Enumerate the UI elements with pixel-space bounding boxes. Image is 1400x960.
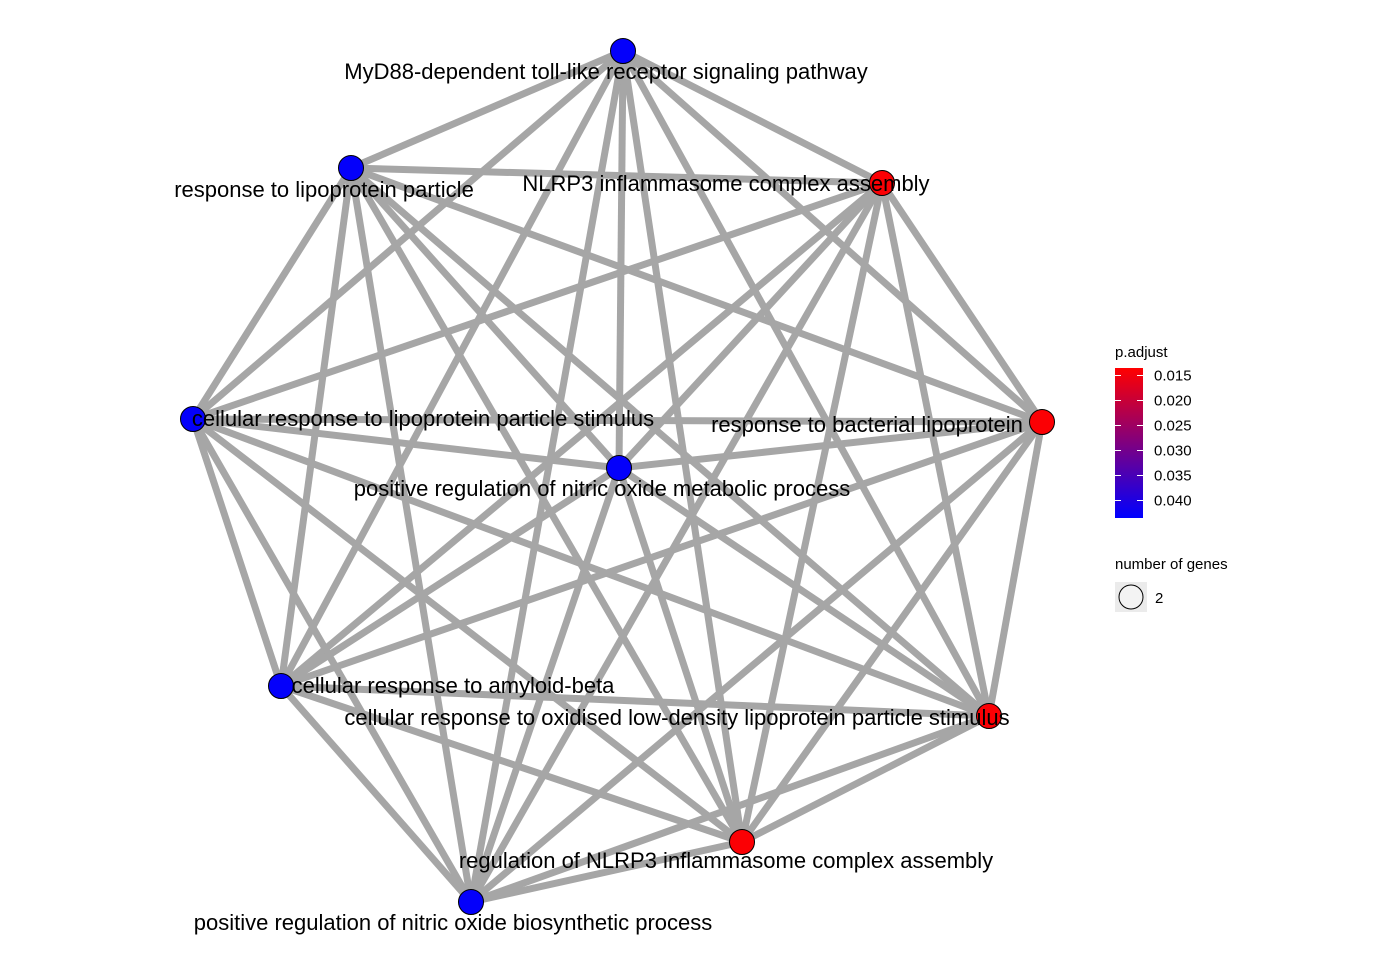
node-label-amyloid_beta: cellular response to amyloid-beta bbox=[292, 673, 616, 698]
color-legend-tick-label: 0.015 bbox=[1154, 368, 1192, 385]
edge-nlrp3_assembly-no_biosynthetic bbox=[467, 181, 886, 904]
edge-no_metabolic-oxidised_ldl bbox=[617, 465, 991, 719]
edge-bacterial_lipoprotein-reg_nlrp3 bbox=[739, 419, 1045, 845]
edge-lipoprotein_particle-reg_nlrp3 bbox=[347, 166, 746, 844]
node-label-myd88: MyD88-dependent toll-like receptor signa… bbox=[344, 59, 867, 84]
edge-cell_lipoprotein_stim-no_metabolic bbox=[192, 415, 620, 472]
node-label-bacterial_lipoprotein: response to bacterial lipoprotein bbox=[711, 412, 1023, 437]
edge-no_metabolic-reg_nlrp3 bbox=[615, 466, 746, 844]
edge-myd88-nlrp3_assembly bbox=[621, 47, 884, 187]
edge-amyloid_beta-reg_nlrp3 bbox=[279, 682, 744, 846]
edge-bacterial_lipoprotein-no_biosynthetic bbox=[468, 419, 1045, 905]
color-legend-tick-label: 0.025 bbox=[1154, 418, 1192, 435]
color-legend-tick-label: 0.020 bbox=[1154, 393, 1192, 410]
node-oxidised_ldl bbox=[976, 703, 1002, 729]
labels-layer: MyD88-dependent toll-like receptor signa… bbox=[174, 59, 1023, 935]
edge-cell_lipoprotein_stim-oxidised_ldl bbox=[191, 415, 991, 720]
edges-layer bbox=[189, 47, 1046, 906]
edge-nlrp3_assembly-reg_nlrp3 bbox=[738, 182, 886, 843]
edge-cell_lipoprotein_stim-reg_nlrp3 bbox=[190, 416, 745, 845]
edge-myd88-lipoprotein_particle bbox=[349, 47, 625, 172]
edge-bacterial_lipoprotein-amyloid_beta bbox=[279, 418, 1044, 690]
edge-lipoprotein_particle-no_biosynthetic bbox=[347, 167, 475, 903]
node-no_biosynthetic bbox=[458, 889, 484, 915]
node-label-reg_nlrp3: regulation of NLRP3 inflammasome complex… bbox=[459, 848, 993, 873]
edge-no_metabolic-no_biosynthetic bbox=[467, 466, 623, 904]
edge-cell_lipoprotein_stim-amyloid_beta bbox=[189, 417, 285, 688]
size-legend-key-background bbox=[1115, 582, 1147, 612]
edge-lipoprotein_particle-bacterial_lipoprotein bbox=[349, 164, 1044, 426]
edge-myd88-amyloid_beta bbox=[277, 49, 627, 688]
node-amyloid_beta bbox=[268, 673, 294, 699]
legend: p.adjust 0.0150.0200.0250.0300.0350.040 … bbox=[1115, 344, 1228, 612]
color-legend-bar bbox=[1115, 368, 1143, 518]
node-cell_lipoprotein_stim bbox=[180, 406, 206, 432]
color-legend-tick-label: 0.030 bbox=[1154, 443, 1192, 460]
edge-reg_nlrp3-no_biosynthetic bbox=[470, 838, 743, 906]
size-legend-title: number of genes bbox=[1115, 556, 1228, 573]
node-label-nlrp3_assembly: NLRP3 inflammasome complex assembly bbox=[522, 171, 929, 196]
node-label-no_metabolic: positive regulation of nitric oxide meta… bbox=[354, 476, 850, 501]
edge-lipoprotein_particle-nlrp3_assembly bbox=[350, 164, 883, 187]
color-legend-ticks: 0.015 0.020 0.025 0.030 0.035 0.040 bbox=[1115, 368, 1192, 510]
edge-lipoprotein_particle-cell_lipoprotein_stim bbox=[190, 166, 354, 421]
edge-myd88-reg_nlrp3 bbox=[619, 50, 746, 843]
node-no_metabolic bbox=[606, 455, 632, 481]
edge-oxidised_ldl-reg_nlrp3 bbox=[740, 712, 991, 846]
edge-cell_lipoprotein_stim-no_biosynthetic bbox=[189, 417, 475, 904]
node-label-lipoprotein_particle: response to lipoprotein particle bbox=[174, 177, 474, 202]
node-reg_nlrp3 bbox=[729, 829, 755, 855]
color-legend-tick-label: 0.035 bbox=[1154, 468, 1192, 485]
edge-no_metabolic-amyloid_beta bbox=[279, 465, 621, 689]
edge-nlrp3_assembly-amyloid_beta bbox=[278, 180, 885, 689]
edge-amyloid_beta-oxidised_ldl bbox=[280, 682, 990, 720]
node-bacterial_lipoprotein bbox=[1029, 409, 1055, 435]
edge-oxidised_ldl-no_biosynthetic bbox=[469, 712, 991, 906]
edge-myd88-oxidised_ldl bbox=[619, 49, 993, 718]
color-legend-tick-label: 0.040 bbox=[1154, 493, 1192, 510]
color-legend-title: p.adjust bbox=[1115, 344, 1168, 361]
edge-bacterial_lipoprotein-no_metabolic bbox=[618, 418, 1043, 472]
size-legend-circle bbox=[1118, 584, 1144, 610]
edge-nlrp3_assembly-cell_lipoprotein_stim bbox=[191, 179, 884, 423]
node-label-cell_lipoprotein_stim: cellular response to lipoprotein particl… bbox=[192, 406, 654, 431]
node-label-no_biosynthetic: positive regulation of nitric oxide bios… bbox=[194, 910, 713, 935]
edge-lipoprotein_particle-amyloid_beta bbox=[277, 167, 355, 687]
node-nlrp3_assembly bbox=[869, 170, 895, 196]
edge-cell_lipoprotein_stim-bacterial_lipoprotein bbox=[192, 415, 1043, 426]
edge-nlrp3_assembly-bacterial_lipoprotein bbox=[879, 181, 1045, 424]
node-label-oxidised_ldl: cellular response to oxidised low-densit… bbox=[344, 705, 1009, 730]
nodes-layer bbox=[180, 38, 1055, 915]
node-myd88 bbox=[610, 38, 636, 64]
edge-bacterial_lipoprotein-oxidised_ldl bbox=[985, 421, 1046, 717]
edge-lipoprotein_particle-oxidised_ldl bbox=[348, 165, 992, 719]
edge-amyloid_beta-no_biosynthetic bbox=[278, 683, 474, 905]
node-lipoprotein_particle bbox=[338, 155, 364, 181]
size-legend-value: 2 bbox=[1155, 590, 1163, 607]
edge-nlrp3_assembly-oxidised_ldl bbox=[878, 182, 993, 717]
